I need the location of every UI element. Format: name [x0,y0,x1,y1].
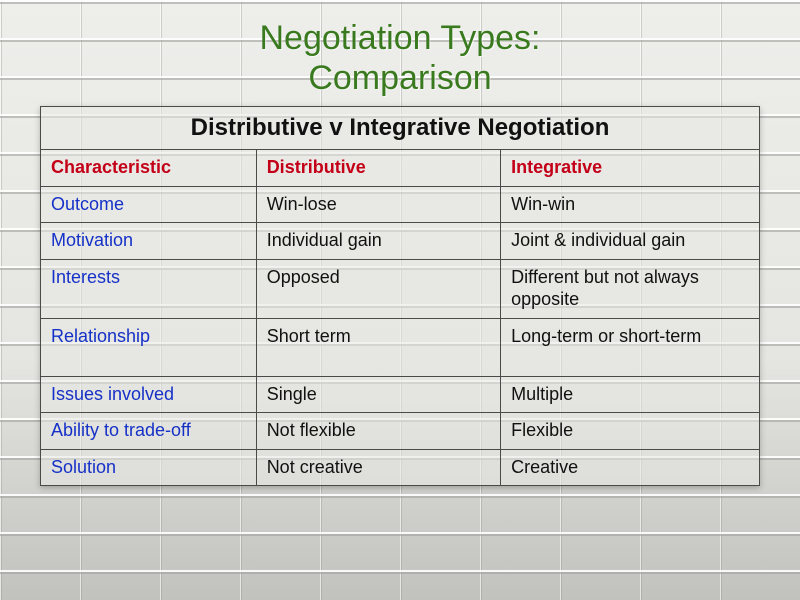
title-line-1: Negotiation Types: [260,19,541,57]
cell-characteristic: Outcome [41,186,257,223]
cell-distributive: Win-lose [256,186,500,223]
cell-characteristic: Solution [41,449,257,486]
table-header-row: Characteristic Distributive Integrative [41,150,760,187]
cell-integrative: Win-win [501,186,760,223]
cell-distributive: Individual gain [256,223,500,260]
slide-title: Negotiation Types: Comparison [40,18,760,98]
cell-integrative: Multiple [501,376,760,413]
cell-distributive: Opposed [256,259,500,318]
table-row: RelationshipShort termLong-term or short… [41,318,760,376]
cell-characteristic: Interests [41,259,257,318]
cell-characteristic: Relationship [41,318,257,376]
slide: Negotiation Types: Comparison Distributi… [0,0,800,600]
title-line-2: Comparison [308,59,491,97]
cell-distributive: Short term [256,318,500,376]
cell-characteristic: Issues involved [41,376,257,413]
cell-integrative: Different but not always opposite [501,259,760,318]
table-body: OutcomeWin-loseWin-winMotivationIndividu… [41,186,760,486]
table-row: Issues involvedSingleMultiple [41,376,760,413]
table-caption: Distributive v Integrative Negotiation [41,107,760,150]
table-caption-row: Distributive v Integrative Negotiation [41,107,760,150]
table-row: OutcomeWin-loseWin-win [41,186,760,223]
cell-characteristic: Ability to trade-off [41,413,257,450]
cell-distributive: Not flexible [256,413,500,450]
table-row: Ability to trade-offNot flexibleFlexible [41,413,760,450]
comparison-table: Distributive v Integrative Negotiation C… [40,106,760,486]
cell-distributive: Not creative [256,449,500,486]
table-row: MotivationIndividual gainJoint & individ… [41,223,760,260]
table-row: SolutionNot creativeCreative [41,449,760,486]
header-characteristic: Characteristic [41,150,257,187]
cell-integrative: Joint & individual gain [501,223,760,260]
cell-integrative: Long-term or short-term [501,318,760,376]
cell-characteristic: Motivation [41,223,257,260]
cell-distributive: Single [256,376,500,413]
table-row: InterestsOpposedDifferent but not always… [41,259,760,318]
header-integrative: Integrative [501,150,760,187]
cell-integrative: Creative [501,449,760,486]
header-distributive: Distributive [256,150,500,187]
cell-integrative: Flexible [501,413,760,450]
